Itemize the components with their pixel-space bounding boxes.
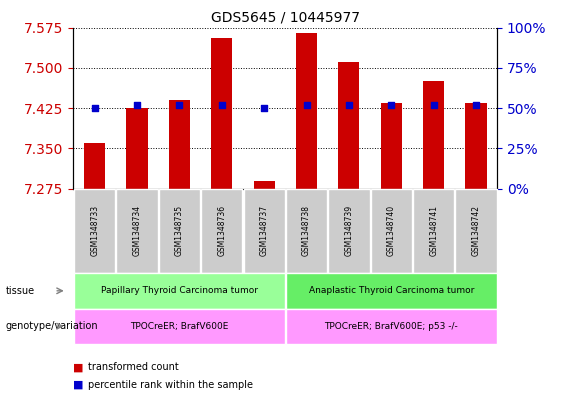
Bar (466, 103, 486, 189)
Text: Anaplastic Thyroid Carcinoma tumor: Anaplastic Thyroid Carcinoma tumor (308, 286, 474, 295)
Bar (338, 62, 359, 189)
Bar (127, 108, 147, 189)
Point (90, 105, 99, 111)
Text: Papillary Thyroid Carcinoma tumor: Papillary Thyroid Carcinoma tumor (101, 286, 258, 295)
Bar (254, 181, 275, 189)
Bar (169, 100, 190, 189)
Point (132, 102, 141, 108)
Point (386, 102, 396, 108)
Bar (211, 38, 232, 189)
Text: GSM1348737: GSM1348737 (260, 205, 268, 257)
Text: TPOCreER; BrafV600E; p53 -/-: TPOCreER; BrafV600E; p53 -/- (324, 322, 458, 331)
Title: GDS5645 / 10445977: GDS5645 / 10445977 (211, 11, 360, 25)
Bar (84, 143, 105, 189)
Point (259, 105, 269, 111)
Text: ■: ■ (73, 362, 84, 373)
Point (471, 102, 480, 108)
Text: ■: ■ (73, 380, 84, 390)
Text: GSM1348735: GSM1348735 (175, 205, 184, 257)
Bar (296, 33, 317, 189)
Bar (381, 103, 402, 189)
Point (302, 102, 311, 108)
Text: percentile rank within the sample: percentile rank within the sample (88, 380, 253, 390)
Text: GSM1348736: GSM1348736 (218, 205, 226, 257)
Text: GSM1348733: GSM1348733 (90, 205, 99, 257)
Text: GSM1348741: GSM1348741 (429, 206, 438, 256)
Text: GSM1348740: GSM1348740 (387, 205, 396, 257)
Text: GSM1348734: GSM1348734 (133, 205, 141, 257)
Text: genotype/variation: genotype/variation (6, 321, 98, 331)
Bar (423, 81, 444, 189)
Text: transformed count: transformed count (88, 362, 179, 373)
Text: GSM1348739: GSM1348739 (345, 205, 353, 257)
Point (429, 102, 438, 108)
Point (175, 102, 184, 108)
Point (344, 102, 354, 108)
Text: TPOCreER; BrafV600E: TPOCreER; BrafV600E (130, 322, 229, 331)
Text: tissue: tissue (6, 286, 35, 296)
Text: GSM1348742: GSM1348742 (472, 206, 480, 256)
Point (217, 102, 226, 108)
Text: GSM1348738: GSM1348738 (302, 206, 311, 256)
